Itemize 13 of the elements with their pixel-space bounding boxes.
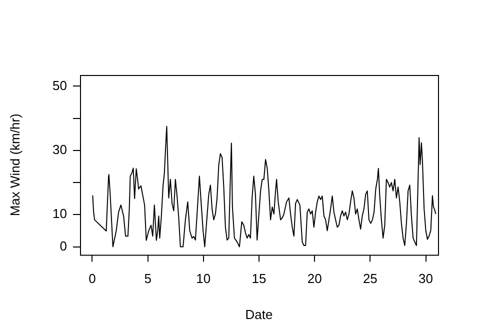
y-tick-label: 30 [52, 142, 67, 158]
x-tick-label: 0 [88, 271, 96, 286]
y-tick-label: 0 [60, 238, 67, 254]
x-tick-label: 5 [144, 271, 152, 286]
y-tick-label: 10 [52, 206, 67, 222]
y-axis-title: Max Wind (km/hr) [7, 114, 22, 216]
x-tick-label: 10 [196, 271, 211, 286]
x-tick-label: 30 [418, 271, 434, 286]
x-tick-label: 15 [252, 271, 266, 286]
y-tick-label: 50 [52, 78, 67, 93]
x-tick-label: 25 [362, 271, 378, 286]
x-axis-title: Date [245, 306, 273, 322]
x-tick-label: 20 [307, 271, 322, 286]
